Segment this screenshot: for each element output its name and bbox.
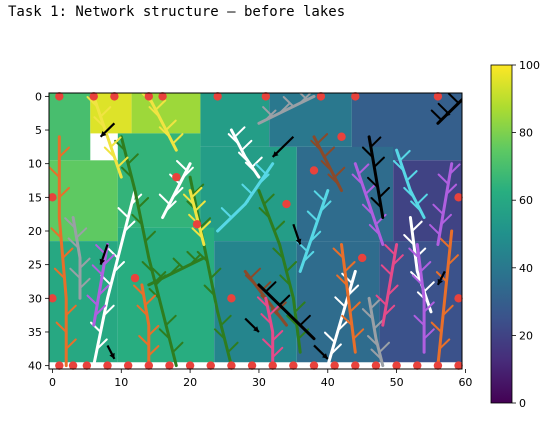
x-axis: 0 10 20 30 40 50 60 [49, 369, 473, 389]
y-axis: 0 5 10 15 20 25 30 35 40 [28, 90, 49, 372]
x-tick-label: 0 [49, 376, 56, 389]
outlet-point [454, 193, 462, 201]
y-tick-label: 20 [28, 225, 42, 238]
outlet-point [227, 294, 235, 302]
x-tick-label: 40 [321, 376, 335, 389]
colorbar [491, 65, 512, 403]
y-tick-label: 15 [28, 191, 42, 204]
river-branch [462, 90, 472, 99]
elevation-cell [49, 93, 90, 160]
outlet-point [48, 294, 56, 302]
y-tick-label: 25 [28, 259, 42, 272]
colorbar-axis: 0 20 40 60 80 100 [512, 59, 540, 410]
colorbar-tick-label: 20 [519, 329, 533, 342]
elevation-cell [297, 241, 380, 362]
y-tick-label: 10 [28, 158, 42, 171]
x-tick-label: 30 [252, 376, 266, 389]
outlet-point [337, 133, 345, 141]
x-tick-label: 20 [183, 376, 197, 389]
elevation-cell [118, 228, 214, 363]
y-tick-label: 30 [28, 292, 42, 305]
outlet-point [454, 294, 462, 302]
y-tick-label: 35 [28, 326, 42, 339]
outlet-point [310, 166, 318, 174]
colorbar-tick-label: 60 [519, 194, 533, 207]
outlet-point [131, 274, 139, 282]
outlet-point [358, 254, 366, 262]
outlet-point [48, 193, 56, 201]
colorbar-tick-label: 40 [519, 262, 533, 275]
outlet-point [172, 173, 180, 181]
y-tick-label: 0 [35, 90, 42, 103]
outlet-point [193, 220, 201, 228]
colorbar-tick-label: 0 [519, 397, 526, 410]
outlet-point [282, 200, 290, 208]
x-tick-label: 10 [114, 376, 128, 389]
elevation-heatmap [49, 93, 462, 362]
x-tick-label: 50 [390, 376, 404, 389]
colorbar-tick-label: 80 [519, 127, 533, 140]
y-tick-label: 40 [28, 360, 42, 373]
colorbar-tick-label: 100 [519, 59, 540, 72]
y-tick-label: 5 [35, 124, 42, 137]
x-tick-label: 60 [458, 376, 472, 389]
